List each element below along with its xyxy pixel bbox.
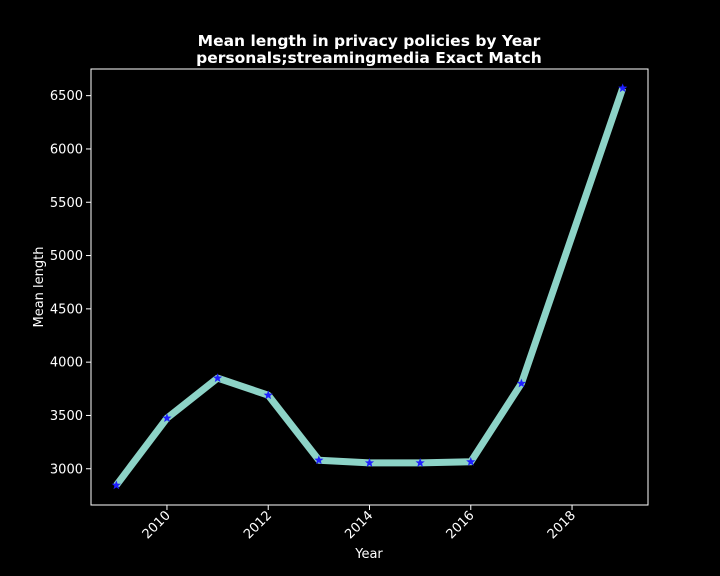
data-point [111,480,121,490]
data-point [212,373,223,383]
data-point [516,378,527,388]
data-point [263,390,273,400]
data-point [364,458,375,467]
series-line [113,87,627,488]
y-tick-label: 3500 [50,409,83,424]
x-tick-label: 2014 [342,508,376,542]
data-point [415,458,425,467]
x-tick-label: 2018 [545,508,579,542]
y-tick-label: 3000 [50,462,83,477]
y-tick-label: 4000 [50,356,83,371]
axes-frame [90,68,649,506]
y-tick-label: 6500 [50,89,83,104]
x-axis-label: Year [354,547,383,562]
x-tick-label: 2010 [140,508,174,542]
data-point [466,456,476,466]
y-tick-label: 4500 [50,302,83,317]
data-point [162,413,172,423]
data-point [314,455,324,465]
plot-area: 3000 3500 4000 4500 5000 5500 6000 6500 2010 2012… [50,68,649,542]
y-tick-label: 6000 [50,142,83,157]
chart-title-line-1: Mean length in privacy policies by Year [198,32,541,50]
data-point [618,83,628,93]
chart-title-line-2: personals;streamingmedia Exact Match [196,49,542,67]
y-axis-label: Mean length [32,247,47,328]
y-tick-label: 5500 [50,196,83,211]
x-tick-label: 2012 [241,508,275,542]
y-tick-label: 5000 [50,249,83,264]
x-tick-label: 2016 [444,508,478,542]
